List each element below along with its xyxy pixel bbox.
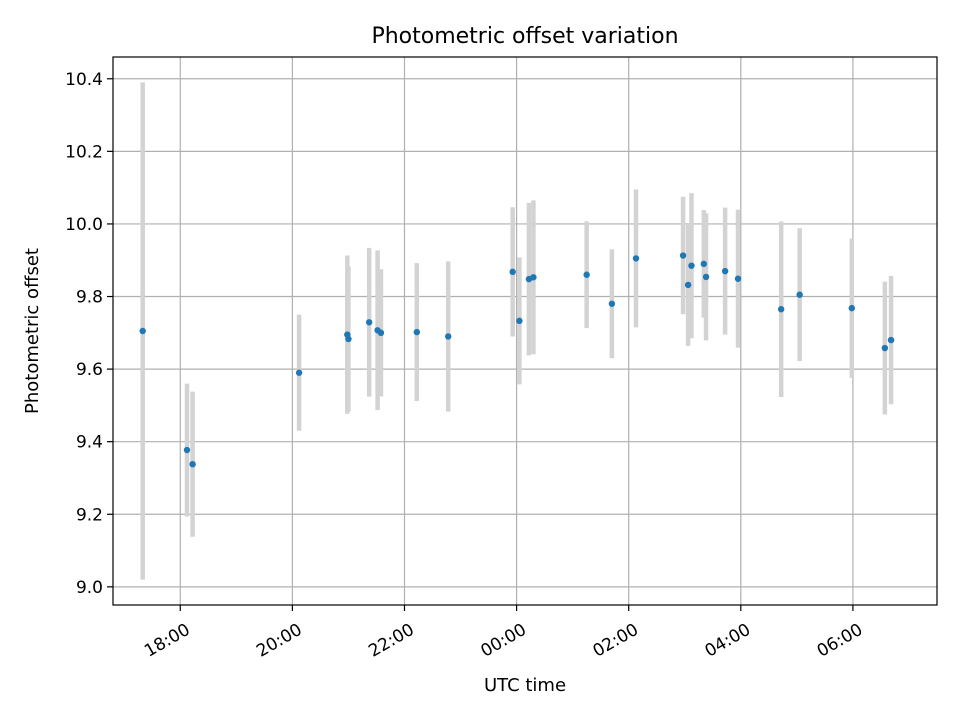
data-point — [516, 317, 523, 325]
data-point — [583, 271, 590, 278]
data-point — [345, 335, 352, 343]
data-point — [702, 273, 710, 281]
data-point — [881, 344, 889, 352]
data-point — [377, 329, 385, 337]
chart-title: Photometric offset variation — [371, 24, 678, 49]
data-point — [189, 460, 196, 468]
y-axis-ticks: 9.0 9.2 9.4 9.6 9.8 10.0 10.2 10.4 — [65, 70, 113, 598]
y-tick-label: 9.8 — [76, 288, 103, 308]
y-tick-label: 10.2 — [65, 142, 103, 162]
data-point — [295, 369, 303, 376]
data-point — [139, 327, 146, 335]
x-axis-label: UTC time — [484, 675, 566, 696]
data-point — [777, 306, 785, 313]
data-point — [632, 255, 640, 262]
y-axis-label: Photometric offset — [22, 248, 43, 414]
data-point — [721, 267, 729, 275]
data-point — [530, 274, 537, 281]
grid-layer — [113, 57, 937, 605]
y-tick-label: 10.0 — [65, 215, 103, 235]
data-point — [608, 300, 616, 307]
data-point — [688, 262, 695, 269]
data-point — [796, 291, 803, 298]
data-point — [413, 328, 421, 336]
y-tick-label: 9.6 — [76, 360, 103, 380]
data-point — [887, 336, 895, 344]
y-tick-label: 9.2 — [76, 505, 103, 525]
y-tick-label: 9.0 — [76, 578, 103, 598]
data-point — [848, 304, 855, 312]
data-point — [700, 260, 708, 268]
data-point — [734, 275, 742, 282]
point-layer — [139, 252, 895, 468]
y-tick-label: 9.4 — [76, 433, 103, 453]
data-point — [684, 281, 692, 289]
data-point — [509, 268, 516, 276]
y-tick-label: 10.4 — [65, 70, 103, 90]
plot-frame — [112, 56, 938, 606]
data-point — [183, 446, 191, 454]
data-point — [445, 333, 452, 340]
data-point — [365, 319, 373, 326]
data-point — [679, 252, 687, 259]
